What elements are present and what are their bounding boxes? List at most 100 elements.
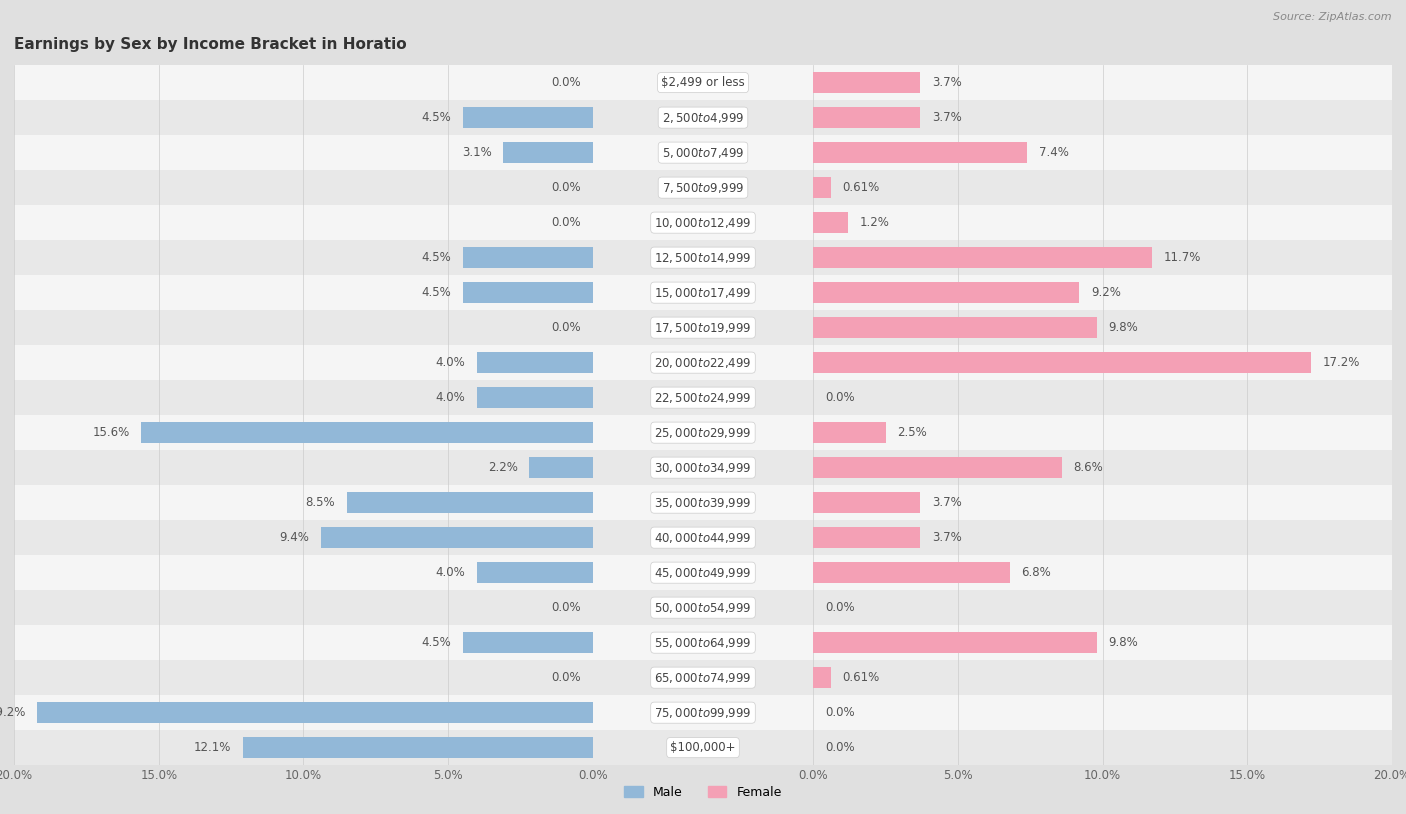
Bar xyxy=(0,275,1406,310)
Text: 11.7%: 11.7% xyxy=(1163,252,1201,264)
Text: 19.2%: 19.2% xyxy=(0,707,25,719)
Bar xyxy=(0,310,1406,345)
Text: $45,000 to $49,999: $45,000 to $49,999 xyxy=(654,566,752,580)
Text: 3.7%: 3.7% xyxy=(932,77,962,89)
Text: $65,000 to $74,999: $65,000 to $74,999 xyxy=(654,671,752,685)
Text: $17,500 to $19,999: $17,500 to $19,999 xyxy=(654,321,752,335)
Bar xyxy=(813,667,831,688)
Text: $55,000 to $64,999: $55,000 to $64,999 xyxy=(654,636,752,650)
Bar xyxy=(0,65,1406,100)
Bar xyxy=(0,660,1406,695)
Text: 15.6%: 15.6% xyxy=(93,427,129,439)
Text: $75,000 to $99,999: $75,000 to $99,999 xyxy=(654,706,752,720)
Text: 3.7%: 3.7% xyxy=(932,112,962,124)
Text: 6.8%: 6.8% xyxy=(1022,567,1052,579)
Bar xyxy=(0,205,1406,240)
Bar xyxy=(529,457,593,478)
Text: 4.0%: 4.0% xyxy=(436,392,465,404)
Bar xyxy=(37,702,593,723)
Bar xyxy=(477,352,593,373)
Bar xyxy=(0,135,1406,170)
Bar xyxy=(813,492,921,513)
Bar xyxy=(813,72,921,93)
Bar xyxy=(463,282,593,303)
Text: 0.0%: 0.0% xyxy=(551,182,581,194)
Bar xyxy=(0,240,1406,275)
Text: 8.6%: 8.6% xyxy=(1074,462,1104,474)
Bar xyxy=(0,345,1406,380)
Bar xyxy=(0,100,1406,135)
Bar xyxy=(0,135,1406,170)
Text: 4.0%: 4.0% xyxy=(436,357,465,369)
Bar xyxy=(813,317,1097,338)
Text: 8.5%: 8.5% xyxy=(305,497,335,509)
Text: Earnings by Sex by Income Bracket in Horatio: Earnings by Sex by Income Bracket in Hor… xyxy=(14,37,406,51)
Bar xyxy=(813,352,1310,373)
Bar xyxy=(0,100,1406,135)
Text: $40,000 to $44,999: $40,000 to $44,999 xyxy=(654,531,752,545)
Bar xyxy=(813,177,831,198)
Bar xyxy=(0,380,1406,415)
Text: $15,000 to $17,499: $15,000 to $17,499 xyxy=(654,286,752,300)
Bar xyxy=(813,422,886,443)
Bar xyxy=(0,450,1406,485)
Bar xyxy=(0,520,1406,555)
Bar xyxy=(0,695,1406,730)
Bar xyxy=(0,65,1406,100)
Bar xyxy=(0,590,1406,625)
Bar xyxy=(0,660,1406,695)
Bar xyxy=(0,310,1406,345)
Text: 0.0%: 0.0% xyxy=(551,322,581,334)
Text: 3.7%: 3.7% xyxy=(932,532,962,544)
Bar xyxy=(0,170,1406,205)
Bar xyxy=(463,247,593,268)
Text: 0.0%: 0.0% xyxy=(825,602,855,614)
Bar xyxy=(0,240,1406,275)
Text: 0.61%: 0.61% xyxy=(842,182,880,194)
Text: 9.8%: 9.8% xyxy=(1108,637,1137,649)
Text: 4.5%: 4.5% xyxy=(422,287,451,299)
Text: $2,499 or less: $2,499 or less xyxy=(661,77,745,89)
Bar xyxy=(0,555,1406,590)
Text: $20,000 to $22,499: $20,000 to $22,499 xyxy=(654,356,752,370)
Bar xyxy=(0,380,1406,415)
Text: $12,500 to $14,999: $12,500 to $14,999 xyxy=(654,251,752,265)
Bar xyxy=(0,345,1406,380)
Bar xyxy=(321,527,593,548)
Text: 17.2%: 17.2% xyxy=(1323,357,1360,369)
Text: $5,000 to $7,499: $5,000 to $7,499 xyxy=(662,146,744,160)
Bar xyxy=(0,520,1406,555)
Text: $7,500 to $9,999: $7,500 to $9,999 xyxy=(662,181,744,195)
Text: 0.0%: 0.0% xyxy=(551,77,581,89)
Bar xyxy=(503,142,593,163)
Bar xyxy=(0,415,1406,450)
Bar xyxy=(0,100,1406,135)
Bar xyxy=(0,205,1406,240)
Bar xyxy=(0,275,1406,310)
Text: 4.5%: 4.5% xyxy=(422,112,451,124)
Bar xyxy=(813,142,1028,163)
Bar xyxy=(0,485,1406,520)
Bar xyxy=(0,450,1406,485)
Bar xyxy=(0,660,1406,695)
Bar xyxy=(0,730,1406,765)
Text: 0.0%: 0.0% xyxy=(825,392,855,404)
Text: 4.5%: 4.5% xyxy=(422,637,451,649)
Bar xyxy=(463,107,593,128)
Text: $25,000 to $29,999: $25,000 to $29,999 xyxy=(654,426,752,440)
Bar xyxy=(0,415,1406,450)
Bar xyxy=(0,625,1406,660)
Bar xyxy=(0,730,1406,765)
Bar xyxy=(813,247,1152,268)
Text: $10,000 to $12,499: $10,000 to $12,499 xyxy=(654,216,752,230)
Bar xyxy=(0,590,1406,625)
Bar xyxy=(813,457,1062,478)
Text: 1.2%: 1.2% xyxy=(859,217,890,229)
Bar xyxy=(0,695,1406,730)
Bar xyxy=(0,135,1406,170)
Bar xyxy=(813,282,1080,303)
Bar xyxy=(0,555,1406,590)
Bar xyxy=(813,212,848,233)
Text: 2.5%: 2.5% xyxy=(897,427,927,439)
Legend: Male, Female: Male, Female xyxy=(619,781,787,803)
